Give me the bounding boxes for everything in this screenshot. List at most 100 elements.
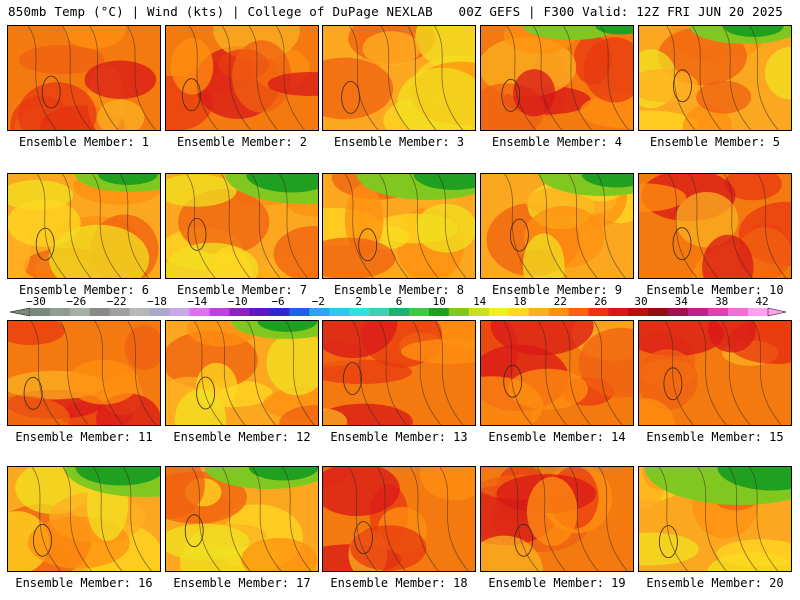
colorbar-swatch	[189, 308, 210, 316]
map-title: 850mb Temp (°C) | Wind (kts) | College o…	[8, 4, 433, 19]
ensemble-member-label: Ensemble Member: 2	[176, 135, 308, 149]
ensemble-member-label: Ensemble Member: 13	[330, 430, 468, 444]
colorbar-min-arrow	[9, 307, 31, 317]
ensemble-map-panel	[7, 320, 161, 426]
colorbar-tick-label: 2	[355, 296, 362, 308]
colorbar-swatch	[428, 308, 450, 316]
colorbar-swatch	[648, 308, 669, 316]
ensemble-map-panel	[638, 25, 792, 131]
colorbar-swatch	[349, 308, 370, 316]
colorbar-swatch	[508, 308, 529, 316]
ensemble-map-panel	[322, 466, 476, 572]
colorbar-tick-label: 10	[433, 296, 446, 308]
colorbar-swatch	[708, 308, 729, 316]
colorbar-swatch	[608, 308, 629, 316]
ensemble-member-label: Ensemble Member: 5	[649, 135, 781, 149]
colorbar-swatch	[129, 308, 150, 316]
colorbar-tick-label: 34	[675, 296, 689, 308]
colorbar-swatch	[249, 308, 270, 316]
ensemble-member-label: Ensemble Member: 19	[488, 576, 626, 590]
ensemble-member-label: Ensemble Member: 17	[173, 576, 311, 590]
colorbar-swatch	[389, 308, 410, 316]
colorbar-tick-label: −10	[228, 296, 248, 308]
ensemble-member-label: Ensemble Member: 3	[333, 135, 465, 149]
ensemble-map-panel	[322, 320, 476, 426]
colorbar-swatch	[748, 308, 769, 316]
ensemble-map-panel	[165, 320, 319, 426]
colorbar-swatch	[369, 308, 390, 316]
ensemble-map-panel	[165, 466, 319, 572]
colorbar-swatch	[289, 308, 310, 316]
ensemble-member-label: Ensemble Member: 12	[173, 430, 311, 444]
colorbar-swatch	[728, 308, 749, 316]
colorbar-tick-label: −6	[271, 296, 284, 308]
ensemble-member-label: Ensemble Member: 10	[646, 283, 784, 297]
ensemble-member-label: Ensemble Member: 4	[491, 135, 623, 149]
ensemble-member-label: Ensemble Member: 14	[488, 430, 626, 444]
colorbar-swatch	[688, 308, 709, 316]
colorbar-tick-label: −2	[312, 296, 325, 308]
ensemble-map-panel	[638, 320, 792, 426]
ensemble-map-panel	[7, 466, 161, 572]
colorbar-tick-label: −22	[107, 296, 127, 308]
colorbar-swatch	[229, 308, 250, 316]
colorbar-tick-label: 38	[715, 296, 728, 308]
colorbar-swatch	[329, 308, 350, 316]
ensemble-member-label: Ensemble Member: 7	[176, 283, 308, 297]
colorbar-swatch	[448, 308, 470, 316]
ensemble-map-panel	[480, 173, 634, 279]
colorbar-swatch	[568, 308, 589, 316]
ensemble-map-panel	[638, 466, 792, 572]
ensemble-map-panel	[480, 466, 634, 572]
colorbar-tick-label: −18	[147, 296, 167, 308]
colorbar-max-arrow	[767, 307, 787, 317]
ensemble-map-panel	[165, 25, 319, 131]
colorbar-swatch	[548, 308, 569, 316]
colorbar-swatch	[109, 308, 131, 316]
colorbar-tick-label: −30	[26, 296, 46, 308]
colorbar-tick-label: 18	[513, 296, 526, 308]
colorbar-swatch	[269, 308, 290, 316]
ensemble-map-panel	[322, 173, 476, 279]
colorbar-tick-label: 42	[755, 296, 768, 308]
ensemble-member-label: Ensemble Member: 6	[18, 283, 150, 297]
colorbar-swatch	[488, 308, 510, 316]
colorbar-swatch	[468, 308, 490, 316]
ensemble-member-label: Ensemble Member: 1	[18, 135, 150, 149]
colorbar-tick-label: −26	[66, 296, 86, 308]
colorbar-swatch	[668, 308, 689, 316]
colorbar-swatch	[309, 308, 330, 316]
colorbar-swatch	[628, 308, 649, 316]
color-legend: −30 −26 −22 −18 −14 −10 −6 −2 2 6 10 14 18 22 26 30 34 38…	[9, 296, 787, 317]
colorbar-tick-label: 6	[396, 296, 403, 308]
ensemble-member-label: Ensemble Member: 18	[330, 576, 468, 590]
ensemble-map-panel	[638, 173, 792, 279]
colorbar-swatch	[209, 308, 230, 316]
ensemble-member-label: Ensemble Member: 11	[15, 430, 153, 444]
ensemble-map-panel	[165, 173, 319, 279]
ensemble-member-label: Ensemble Member: 16	[15, 576, 153, 590]
run-valid-time: 00Z GEFS | F300 Valid: 12Z FRI JUN 20 20…	[458, 4, 783, 19]
colorbar-tick-label: −14	[187, 296, 207, 308]
colorbar-tick-label: 30	[634, 296, 647, 308]
ensemble-member-label: Ensemble Member: 9	[491, 283, 623, 297]
ensemble-member-label: Ensemble Member: 8	[333, 283, 465, 297]
ensemble-map-panel	[480, 25, 634, 131]
colorbar-swatch	[588, 308, 609, 316]
colorbar-swatch	[408, 308, 430, 316]
colorbar-swatch	[49, 308, 71, 316]
colorbar-swatch	[30, 308, 51, 316]
ensemble-member-label: Ensemble Member: 15	[646, 430, 784, 444]
ensemble-map-panel	[7, 173, 161, 279]
colorbar-swatch	[149, 308, 170, 316]
ensemble-map-panel	[322, 25, 476, 131]
colorbar-swatch	[169, 308, 190, 316]
ensemble-map-panel	[7, 25, 161, 131]
colorbar-tick-label: 14	[473, 296, 487, 308]
ensemble-map-panel	[480, 320, 634, 426]
colorbar-swatch	[89, 308, 111, 316]
colorbar-tick-label: 26	[594, 296, 607, 308]
colorbar-tick-label: 22	[554, 296, 567, 308]
ensemble-member-label: Ensemble Member: 20	[646, 576, 784, 590]
colorbar-swatch	[69, 308, 91, 316]
